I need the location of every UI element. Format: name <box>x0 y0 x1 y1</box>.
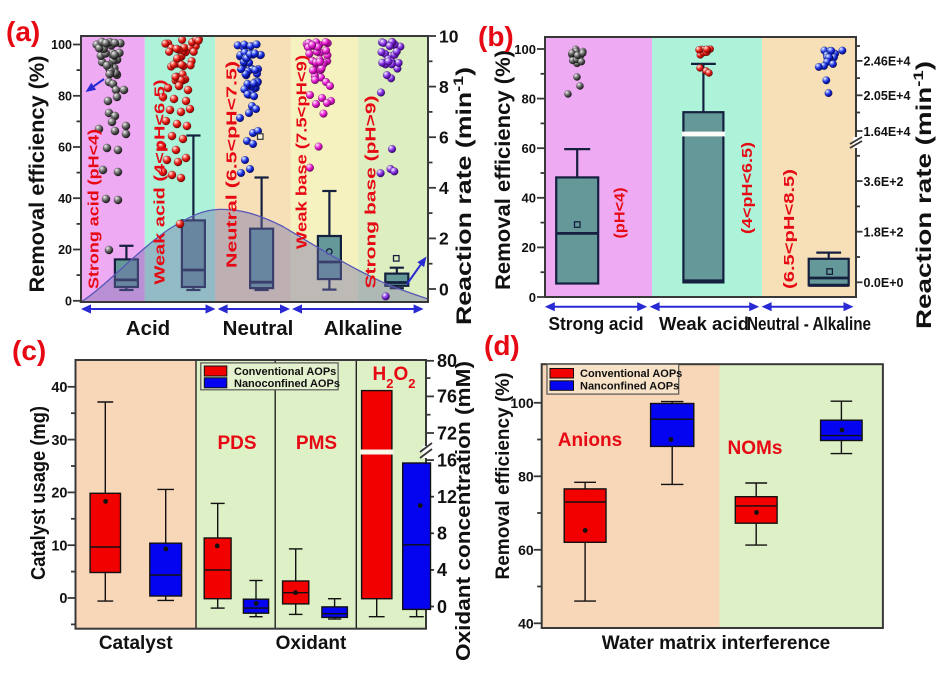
svg-text:100: 100 <box>51 38 72 52</box>
svg-text:Weak acid: Weak acid <box>659 314 749 334</box>
svg-text:Catalyst usage (mg): Catalyst usage (mg) <box>28 406 50 580</box>
svg-text:Alkaline: Alkaline <box>324 317 403 340</box>
svg-text:Strong base (pH>9): Strong base (pH>9) <box>363 95 380 288</box>
svg-text:PMS: PMS <box>296 433 337 454</box>
svg-text:Neutral: Neutral <box>223 317 294 340</box>
svg-text:40: 40 <box>58 192 72 206</box>
svg-text:0: 0 <box>529 290 536 305</box>
svg-text:72: 72 <box>437 423 457 443</box>
svg-text:Strong acid: Strong acid <box>549 314 644 334</box>
svg-text:20: 20 <box>51 486 67 502</box>
svg-text:Reaction rate (min-1): Reaction rate (min-1) <box>450 67 476 325</box>
svg-text:0: 0 <box>439 279 449 299</box>
svg-text:20: 20 <box>522 240 536 255</box>
svg-text:40: 40 <box>522 191 536 206</box>
svg-text:8: 8 <box>439 77 449 97</box>
svg-text:Nanconfined AOPs: Nanconfined AOPs <box>580 380 679 392</box>
svg-text:1.8E+2: 1.8E+2 <box>864 226 904 240</box>
svg-text:Strong acid (pH<4): Strong acid (pH<4) <box>86 129 103 289</box>
svg-text:20: 20 <box>58 243 72 257</box>
svg-text:40: 40 <box>518 616 534 632</box>
svg-text:(4<pH<6.5): (4<pH<6.5) <box>739 142 756 234</box>
svg-text:3.6E+2: 3.6E+2 <box>864 175 904 189</box>
svg-text:Acid: Acid <box>126 317 170 340</box>
svg-text:6: 6 <box>439 128 449 148</box>
svg-text:Weak base (7.5<pH<9): Weak base (7.5<pH<9) <box>294 55 311 249</box>
svg-text:Conventional AOPs: Conventional AOPs <box>234 366 336 378</box>
svg-text:100: 100 <box>514 42 536 57</box>
svg-text:80: 80 <box>58 89 72 103</box>
svg-text:60: 60 <box>522 141 536 156</box>
svg-text:80: 80 <box>518 469 534 485</box>
svg-text:Reaction rate (min-1): Reaction rate (min-1) <box>910 61 936 329</box>
svg-text:Conventional AOPs: Conventional AOPs <box>580 368 682 380</box>
svg-text:Anions: Anions <box>558 430 622 451</box>
svg-text:16: 16 <box>437 450 457 470</box>
svg-text:4: 4 <box>439 178 449 198</box>
svg-text:0: 0 <box>65 294 72 308</box>
svg-text:60: 60 <box>58 141 72 155</box>
svg-text:Oxidant: Oxidant <box>276 633 347 654</box>
svg-text:4: 4 <box>437 560 447 580</box>
svg-text:30: 30 <box>51 433 67 449</box>
svg-text:0: 0 <box>59 591 67 607</box>
svg-text:80: 80 <box>522 91 536 106</box>
svg-text:8: 8 <box>437 524 447 544</box>
svg-text:(d): (d) <box>484 330 520 361</box>
svg-text:2.46E+4: 2.46E+4 <box>864 55 911 69</box>
svg-text:10: 10 <box>439 26 459 46</box>
svg-text:Removal efficiency (%): Removal efficiency (%) <box>26 56 49 293</box>
svg-text:Weak acid (4<pH<6.5): Weak acid (4<pH<6.5) <box>152 80 169 285</box>
svg-text:100: 100 <box>510 395 534 411</box>
svg-text:76: 76 <box>437 387 457 407</box>
svg-text:2.05E+4: 2.05E+4 <box>864 89 911 103</box>
svg-text:Catalyst: Catalyst <box>99 633 174 654</box>
svg-text:Removal efficiency (%): Removal efficiency (%) <box>492 50 515 290</box>
svg-text:Nanoconfined AOPs: Nanoconfined AOPs <box>234 378 340 390</box>
svg-text:Removal efficiency (%): Removal efficiency (%) <box>492 373 514 580</box>
svg-text:(c): (c) <box>12 335 46 366</box>
svg-text:Neutral (6.5<pH<7.5): Neutral (6.5<pH<7.5) <box>224 61 241 268</box>
svg-text:0: 0 <box>437 597 447 617</box>
svg-text:PDS: PDS <box>217 433 256 454</box>
svg-text:0.0E+0: 0.0E+0 <box>864 276 904 290</box>
svg-text:2: 2 <box>439 229 449 249</box>
svg-text:(6.5<pH<8.5): (6.5<pH<8.5) <box>781 169 798 289</box>
svg-text:12: 12 <box>437 487 457 507</box>
svg-text:Water matrix interference: Water matrix interference <box>602 633 830 654</box>
svg-text:Neutral - Alkaline: Neutral - Alkaline <box>747 314 871 334</box>
svg-text:60: 60 <box>518 542 534 558</box>
svg-text:1.64E+4: 1.64E+4 <box>864 125 911 139</box>
svg-text:(pH<4): (pH<4) <box>612 188 629 239</box>
svg-text:80: 80 <box>437 351 457 371</box>
svg-text:(a): (a) <box>6 16 40 47</box>
svg-text:40: 40 <box>51 380 67 396</box>
svg-text:Oxidant concentration (mM): Oxidant concentration (mM) <box>452 361 475 661</box>
svg-text:NOMs: NOMs <box>728 438 783 459</box>
svg-text:10: 10 <box>51 538 67 554</box>
svg-text:(b): (b) <box>478 21 514 52</box>
